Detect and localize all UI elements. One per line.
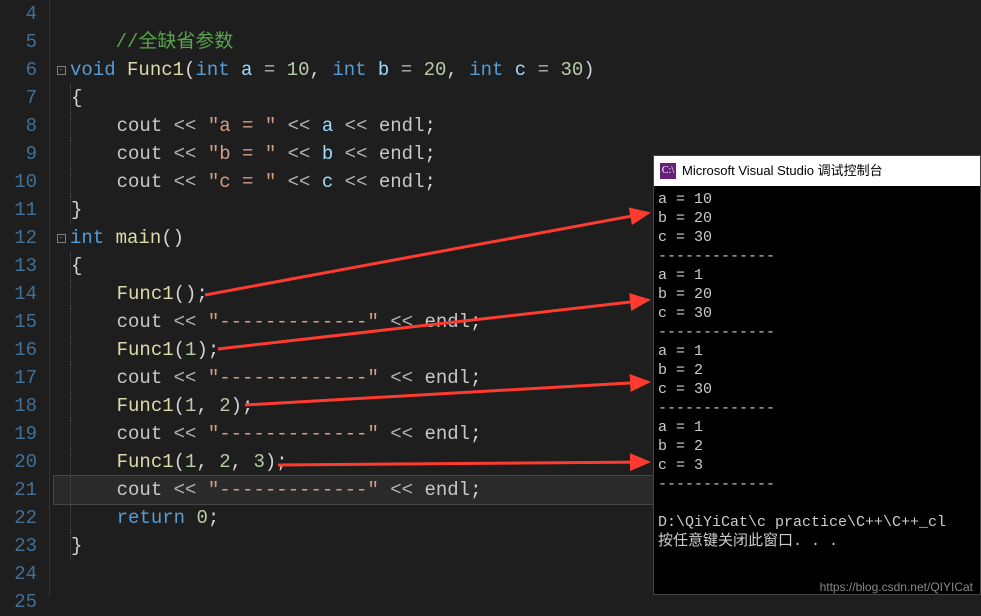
code-line[interactable]: //全缺省参数 [54,28,981,56]
line-number: 15 [0,308,49,336]
line-number: 14 [0,280,49,308]
line-number: 5 [0,28,49,56]
line-number: 12 [0,224,49,252]
line-number: 7 [0,84,49,112]
collapse-marker[interactable]: - [54,56,68,84]
vs-icon: C:\ [660,163,676,179]
line-number: 22 [0,504,49,532]
collapse-marker[interactable]: - [54,224,68,252]
line-number: 25 [0,588,49,616]
line-number: 13 [0,252,49,280]
console-output[interactable]: a = 10 b = 20 c = 30 ------------- a = 1… [654,186,980,555]
line-number: 17 [0,364,49,392]
code-line[interactable]: { [54,84,981,112]
line-number: 16 [0,336,49,364]
line-number: 21 [0,476,49,504]
line-number: 4 [0,0,49,28]
console-title-text: Microsoft Visual Studio 调试控制台 [682,156,883,186]
line-number: 11 [0,196,49,224]
watermark: https://blog.csdn.net/QIYICat [820,580,973,594]
line-number: 10 [0,168,49,196]
code-line[interactable]: cout << "a = " << a << endl; [54,112,981,140]
line-number: 6 [0,56,49,84]
console-titlebar[interactable]: C:\ Microsoft Visual Studio 调试控制台 [654,156,980,186]
code-line[interactable] [54,0,981,28]
line-number: 18 [0,392,49,420]
line-number: 23 [0,532,49,560]
line-number: 24 [0,560,49,588]
line-number: 20 [0,448,49,476]
line-number-gutter: 45678910111213141516171819202122232425 [0,0,50,597]
line-number: 8 [0,112,49,140]
line-number: 9 [0,140,49,168]
code-line[interactable]: -void Func1(int a = 10, int b = 20, int … [54,56,981,84]
line-number: 19 [0,420,49,448]
console-window: C:\ Microsoft Visual Studio 调试控制台 a = 10… [653,155,981,595]
